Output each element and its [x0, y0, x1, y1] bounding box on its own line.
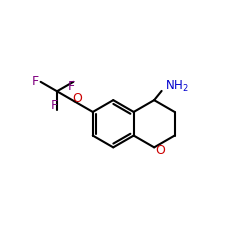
Text: O: O [72, 92, 82, 105]
Text: F: F [67, 80, 74, 93]
Text: F: F [51, 99, 58, 112]
Text: O: O [156, 144, 165, 157]
Text: F: F [32, 75, 39, 88]
Text: NH$_2$: NH$_2$ [165, 79, 189, 94]
